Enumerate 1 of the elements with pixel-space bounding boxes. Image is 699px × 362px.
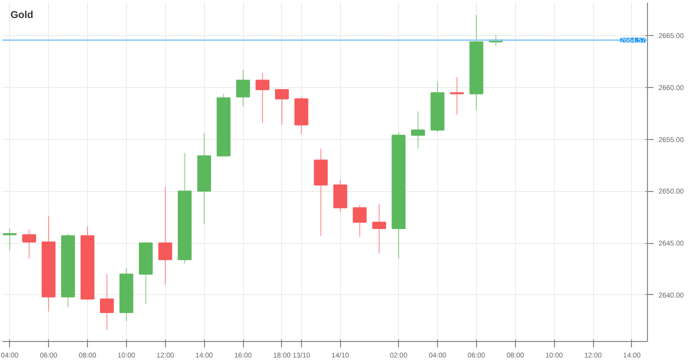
text: Gold	[10, 10, 34, 21]
